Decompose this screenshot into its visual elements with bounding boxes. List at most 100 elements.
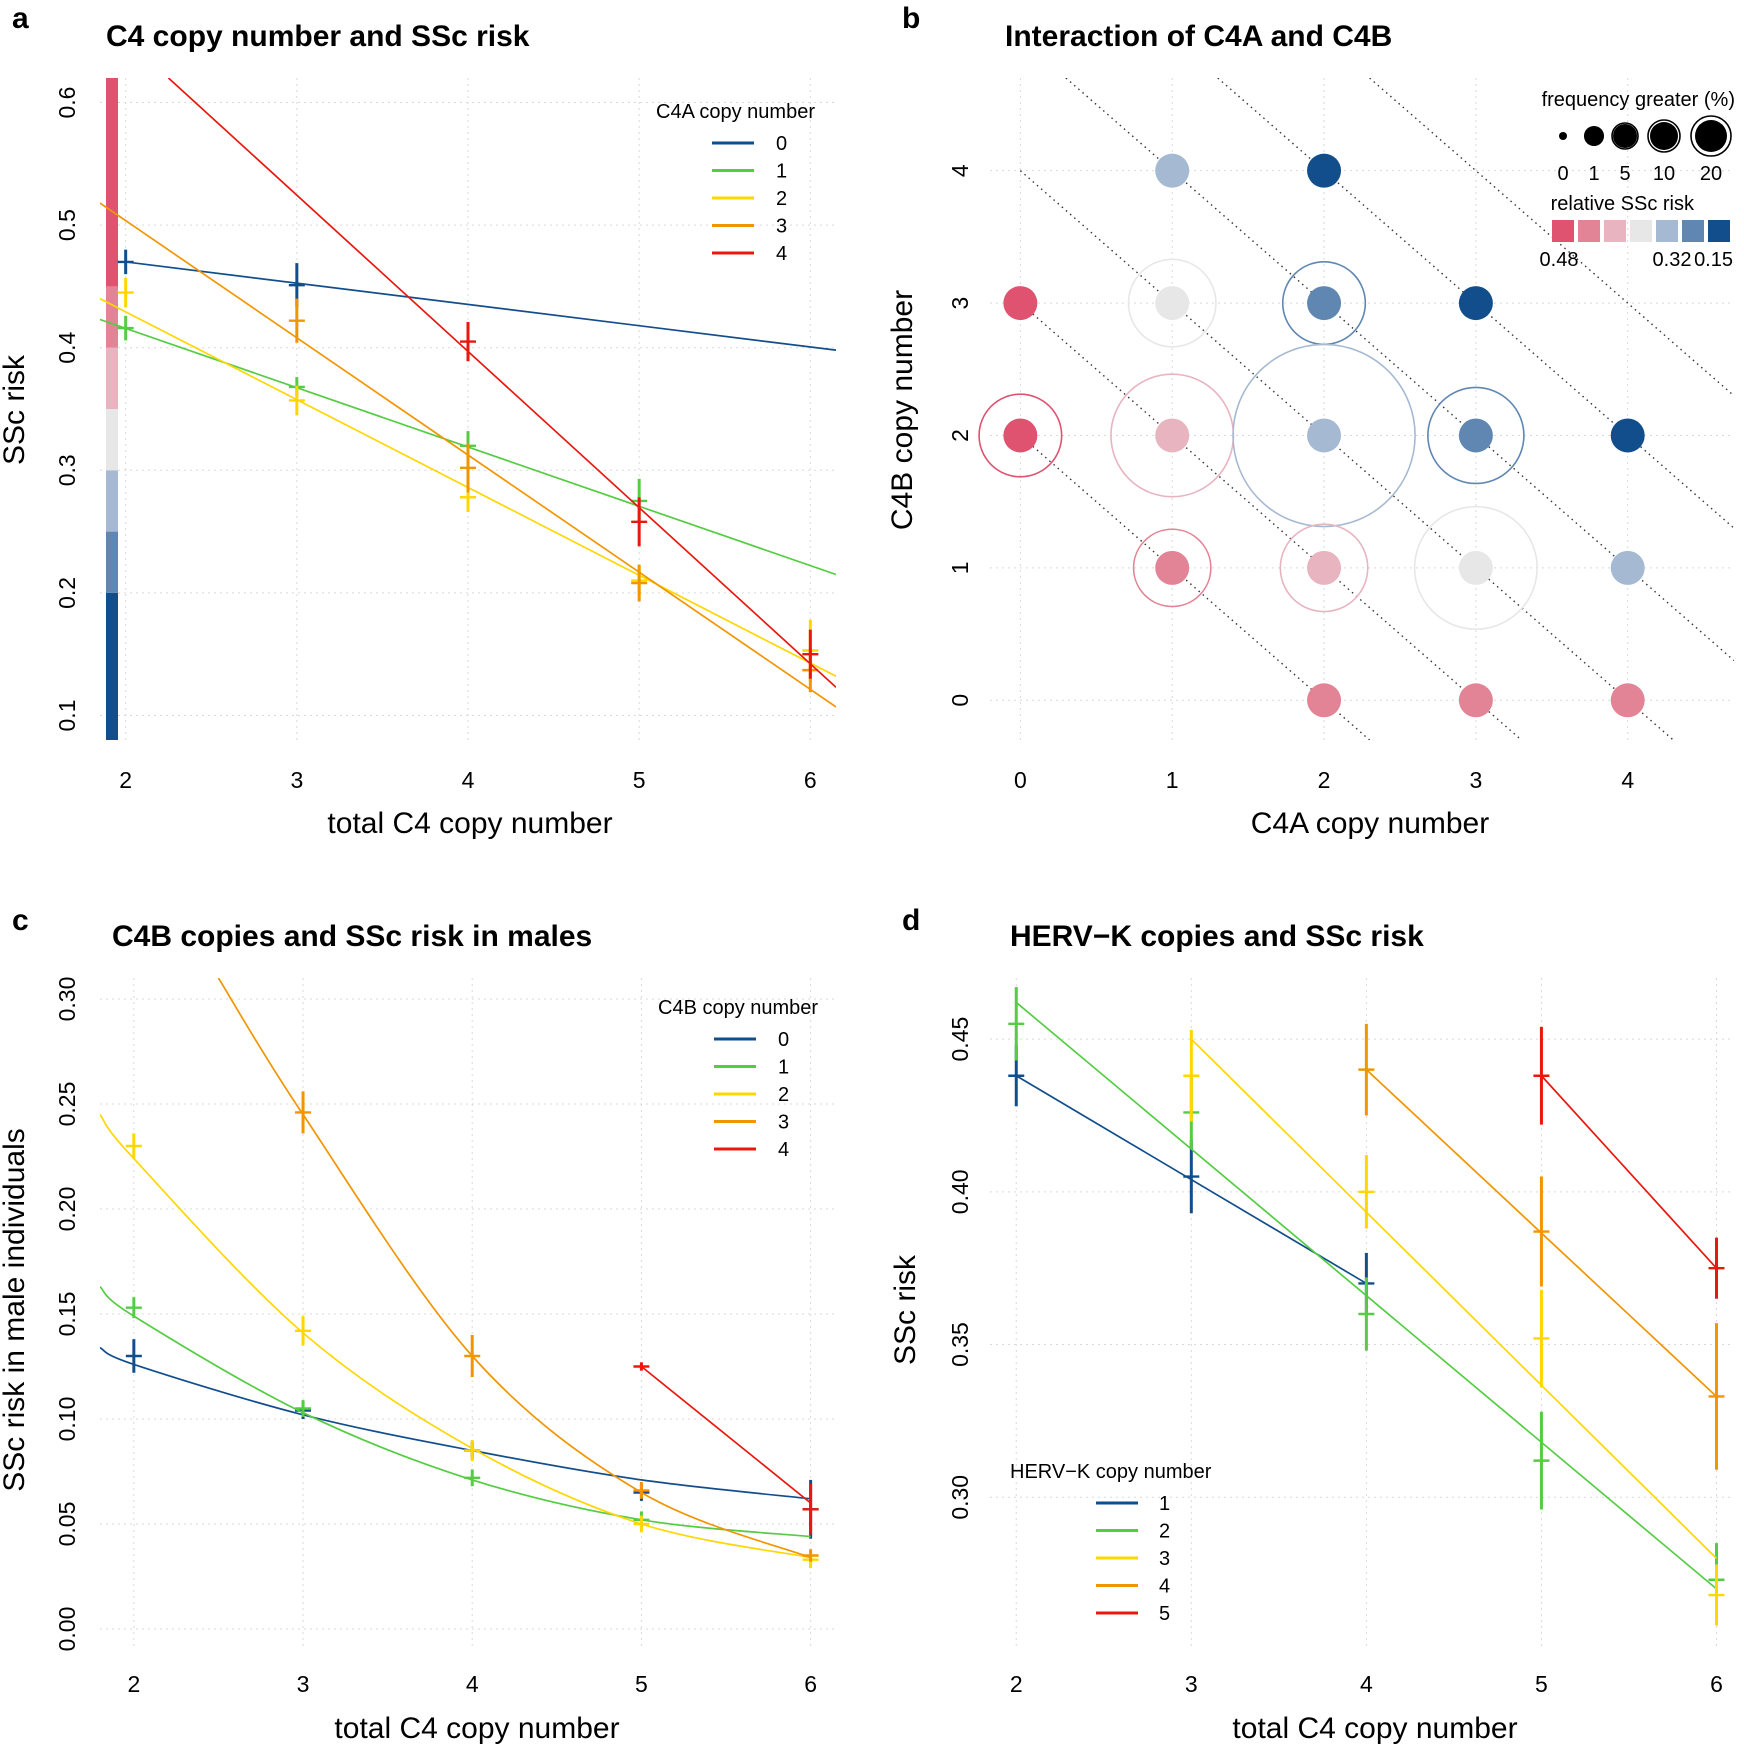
size-legend-title: frequency greater (%) [1542,89,1735,111]
y-tick-label: 4 [947,164,973,177]
legend: HERV−K copy number 1 2 3 4 5 [1010,1461,1212,1625]
data-point [1307,550,1342,585]
data-point [1155,550,1190,585]
x-tick-label: 3 [290,767,303,793]
y-tick-label: 0.00 [54,1607,80,1652]
y-tick-label: 0.25 [54,1082,80,1127]
y-axis-label: SSc risk in male individuals [0,1128,31,1491]
data-point [1458,286,1493,321]
panel-title: Interaction of C4A and C4B [1005,20,1392,53]
data-point [1003,286,1038,321]
panel-a: 2 3 4 5 6 0.1 0.2 0.3 0.4 0.5 0.6 a C4 copy number a… [0,2,836,840]
grid [100,78,836,740]
color-legend-swatch [1656,220,1678,242]
size-legend-ring [1690,115,1732,157]
series-line-0 [125,261,836,351]
x-tick-label: 2 [119,767,132,793]
legend-label-2: 2 [1159,1521,1170,1543]
size-legend-label: 20 [1700,163,1722,185]
data-point [1458,683,1493,718]
legend-title: HERV−K copy number [1010,1461,1212,1483]
panel-title: C4 copy number and SSc risk [106,20,530,53]
diagonal-line [1019,434,1371,740]
y-tick-label: 0.35 [947,1322,973,1367]
x-tick-label: 6 [804,1671,817,1697]
series-line-0 [100,1346,811,1500]
data-point [1307,683,1342,718]
series-line-2 [100,1113,811,1559]
frequency-ring [1279,523,1369,613]
x-tick-label: 2 [127,1671,140,1697]
color-legend-label: 0.32 [1653,249,1692,271]
y-tick-label: 0.30 [947,1475,973,1520]
x-tick-label: 4 [1621,767,1634,793]
panel-letter: c [12,904,29,937]
risk-colorbar-segment [106,592,118,740]
size-legend-label: 10 [1653,163,1675,185]
y-tick-label: 0.10 [54,1397,80,1442]
points [978,153,1645,718]
y-tick-label: 0.1 [54,699,80,731]
y-tick-label: 0.3 [54,454,80,486]
y-tick-label: 0.30 [54,977,80,1022]
x-tick-label: 5 [635,1671,648,1697]
data-point [1155,153,1190,188]
color-legend-title: relative SSc risk [1551,193,1695,215]
data-point [1610,683,1645,718]
legend-title: C4B copy number [658,997,818,1019]
x-axis-label: C4A copy number [1251,807,1489,840]
y-tick-label: 0.2 [54,577,80,609]
size-legend-dot [1695,120,1727,152]
x-tick-label: 4 [462,767,475,793]
risk-colorbar-segment [106,347,118,409]
x-axis-label: total C4 copy number [327,807,612,840]
legend-label-3: 3 [778,1112,789,1134]
y-tick-label: 0 [947,694,973,707]
risk-colorbar [106,78,118,740]
legend-label-5: 5 [1159,1603,1170,1625]
color-legend-swatch [1578,220,1600,242]
size-legend-label: 5 [1619,163,1630,185]
color-legend-swatch [1708,220,1730,242]
x-tick-label: 2 [1010,1671,1023,1697]
series-group [1008,987,1725,1626]
frequency-ring [1413,505,1538,630]
x-tick-label: 6 [1710,1671,1723,1697]
panel-letter: a [12,2,29,35]
risk-colorbar-segment [106,78,118,287]
legend-label-4: 4 [776,243,787,265]
frequency-ring [1427,386,1525,485]
frequency-ring [1232,343,1416,528]
frequency-ring [978,393,1063,478]
diagonal-line [1019,170,1675,740]
data-point [1307,286,1342,321]
y-tick-label: 1 [947,561,973,574]
x-tick-label: 2 [1318,767,1331,793]
panel-title: HERV−K copies and SSc risk [1010,920,1424,953]
x-axis-label: total C4 copy number [1232,1712,1517,1745]
size-legend-ring [1647,119,1681,153]
size-legend-label: 0 [1557,163,1568,185]
x-tick-label: 5 [1535,1671,1548,1697]
legend: C4A copy number 0 1 2 3 4 [656,101,815,265]
color-legend-swatch [1552,220,1574,242]
data-point [1610,550,1645,585]
y-tick-label: 2 [947,429,973,442]
data-point [1155,286,1190,321]
panel-title: C4B copies and SSc risk in males [112,920,592,953]
size-legend-label: 1 [1588,163,1599,185]
legend-label-2: 2 [778,1084,789,1106]
data-point [1610,418,1645,453]
y-axis-label: C4B copy number [886,290,919,530]
legend-label-1: 1 [776,161,787,183]
frequency-ring [1127,258,1217,348]
x-tick-label: 0 [1014,767,1027,793]
panel-d: 2 3 4 5 6 0.30 0.35 0.40 0.45 d HERV−K copies and … [889,904,1734,1745]
frequency-ring [1132,528,1212,608]
legend-label-1: 1 [1159,1493,1170,1515]
x-tick-label: 4 [1360,1671,1373,1697]
data-point [1458,418,1493,453]
x-axis-label: total C4 copy number [334,1712,619,1745]
panel-letter: d [902,904,920,937]
